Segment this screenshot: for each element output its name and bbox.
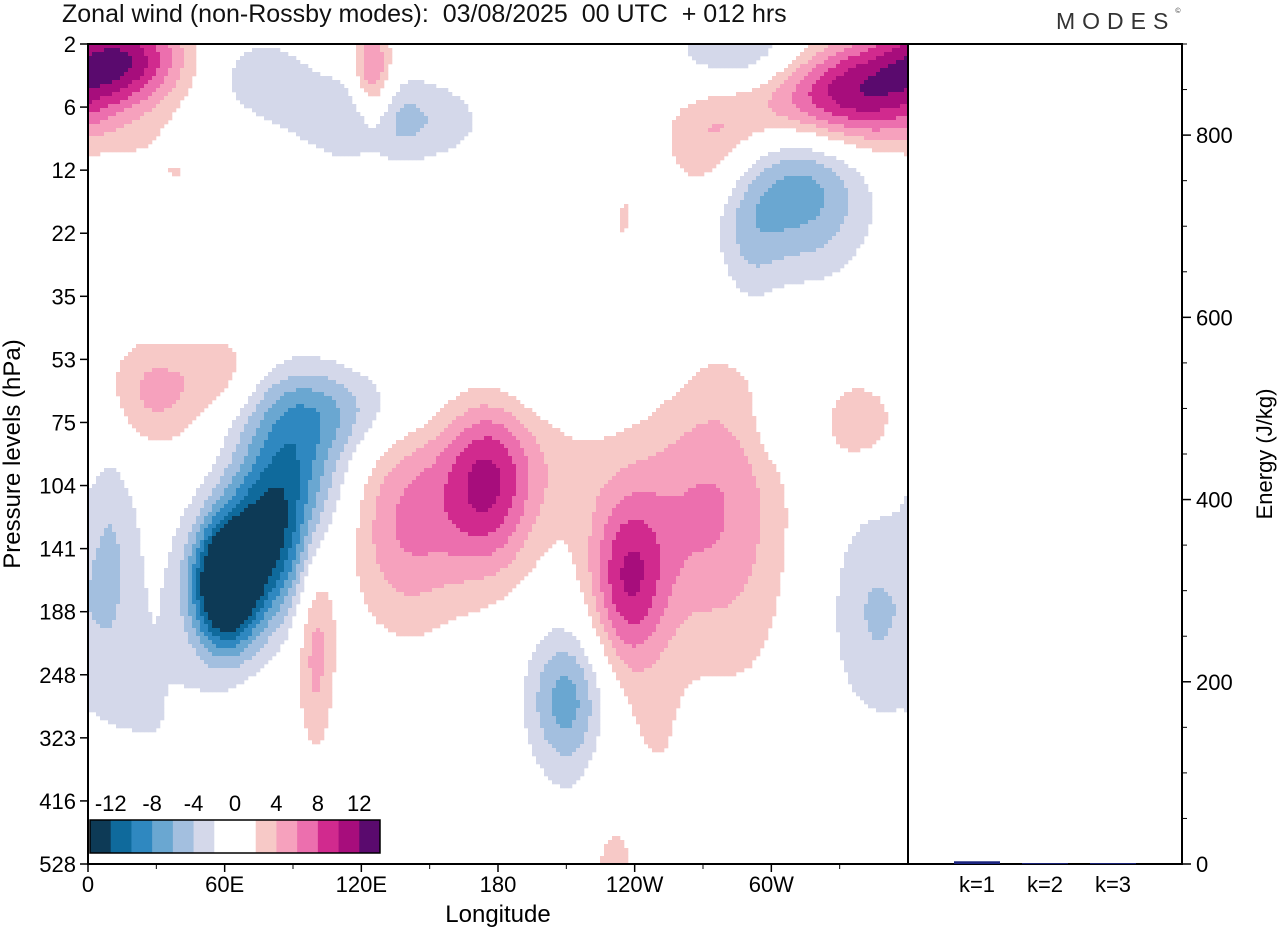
energy-bar — [954, 861, 1000, 864]
energy-category-label: k=2 — [1027, 872, 1063, 897]
copyright-mark: © — [1175, 8, 1181, 15]
colorbar-swatch — [317, 820, 340, 853]
y-tick-label: 248 — [39, 663, 76, 688]
energy-axis-label: Energy (J/kg) — [1252, 389, 1277, 520]
y-tick-label: 323 — [39, 726, 76, 751]
y-tick-label: 2 — [64, 32, 76, 57]
colorbar-swatch — [152, 820, 174, 853]
x-tick-label: 120W — [606, 872, 664, 897]
energy-bar — [1022, 863, 1068, 865]
colorbar-swatch — [359, 820, 381, 853]
colorbar-swatch — [255, 820, 277, 853]
energy-tick-label: 800 — [1196, 123, 1233, 148]
x-tick-label: 180 — [480, 872, 517, 897]
energy-tick-label: 400 — [1196, 488, 1233, 513]
colorbar-swatch — [90, 820, 112, 853]
y-tick-label: 528 — [39, 852, 76, 877]
y-tick-label: 12 — [52, 158, 76, 183]
colorbar-swatch — [297, 820, 319, 853]
y-axis-label: Pressure levels (hPa) — [0, 339, 26, 568]
chart-axes: 0 60E 120E 180 120W 60W Longitude 2 6 12 22 35 53 75 1… — [0, 32, 1277, 928]
colorbar-swatch — [276, 820, 298, 853]
colorbar-label: 4 — [270, 791, 282, 816]
y-tick-label: 75 — [52, 410, 76, 435]
colorbar-label: 8 — [312, 791, 324, 816]
y-tick-label: 53 — [52, 347, 76, 372]
x-tick-label: 0 — [82, 872, 94, 897]
y-tick-label: 35 — [52, 284, 76, 309]
colorbar-label: -8 — [142, 791, 162, 816]
colorbar-swatch — [110, 820, 132, 853]
colorbar-label: 12 — [347, 791, 371, 816]
colorbar-label: 0 — [229, 791, 241, 816]
x-tick-label: 60E — [205, 872, 244, 897]
modes-logo: MODES© — [1056, 8, 1181, 35]
x-tick-label: 60W — [749, 872, 794, 897]
y-tick-label: 6 — [64, 95, 76, 120]
colorbar-swatch — [193, 820, 215, 853]
colorbar-label: -12 — [95, 791, 127, 816]
y-tick-label: 188 — [39, 600, 76, 625]
colorbar-swatch — [172, 820, 195, 853]
energy-tick-label: 200 — [1196, 670, 1233, 695]
logo-text: MODES — [1056, 8, 1176, 34]
colorbar-label: -4 — [184, 791, 204, 816]
energy-tick-label: 0 — [1196, 852, 1208, 877]
energy-panel-frame — [907, 43, 1183, 865]
y-tick-label: 141 — [39, 537, 76, 562]
colorbar-frame — [89, 819, 381, 854]
chart-title: Zonal wind (non-Rossby modes): 03/08/202… — [62, 0, 787, 28]
colorbar-swatch — [131, 820, 153, 853]
energy-category-label: k=1 — [959, 872, 995, 897]
x-tick-label: 120E — [336, 872, 387, 897]
y-tick-label: 104 — [39, 474, 76, 499]
energy-tick-label: 600 — [1196, 305, 1233, 330]
heatmap-cells — [88, 44, 909, 865]
colorbar-swatch — [338, 820, 360, 853]
y-tick-label: 416 — [39, 789, 76, 814]
colorbar-swatch — [214, 820, 236, 853]
y-tick-label: 22 — [52, 221, 76, 246]
energy-bar — [1090, 863, 1136, 865]
colorbar-swatch — [235, 820, 257, 853]
x-axis-label: Longitude — [445, 901, 550, 928]
energy-category-label: k=3 — [1095, 872, 1131, 897]
